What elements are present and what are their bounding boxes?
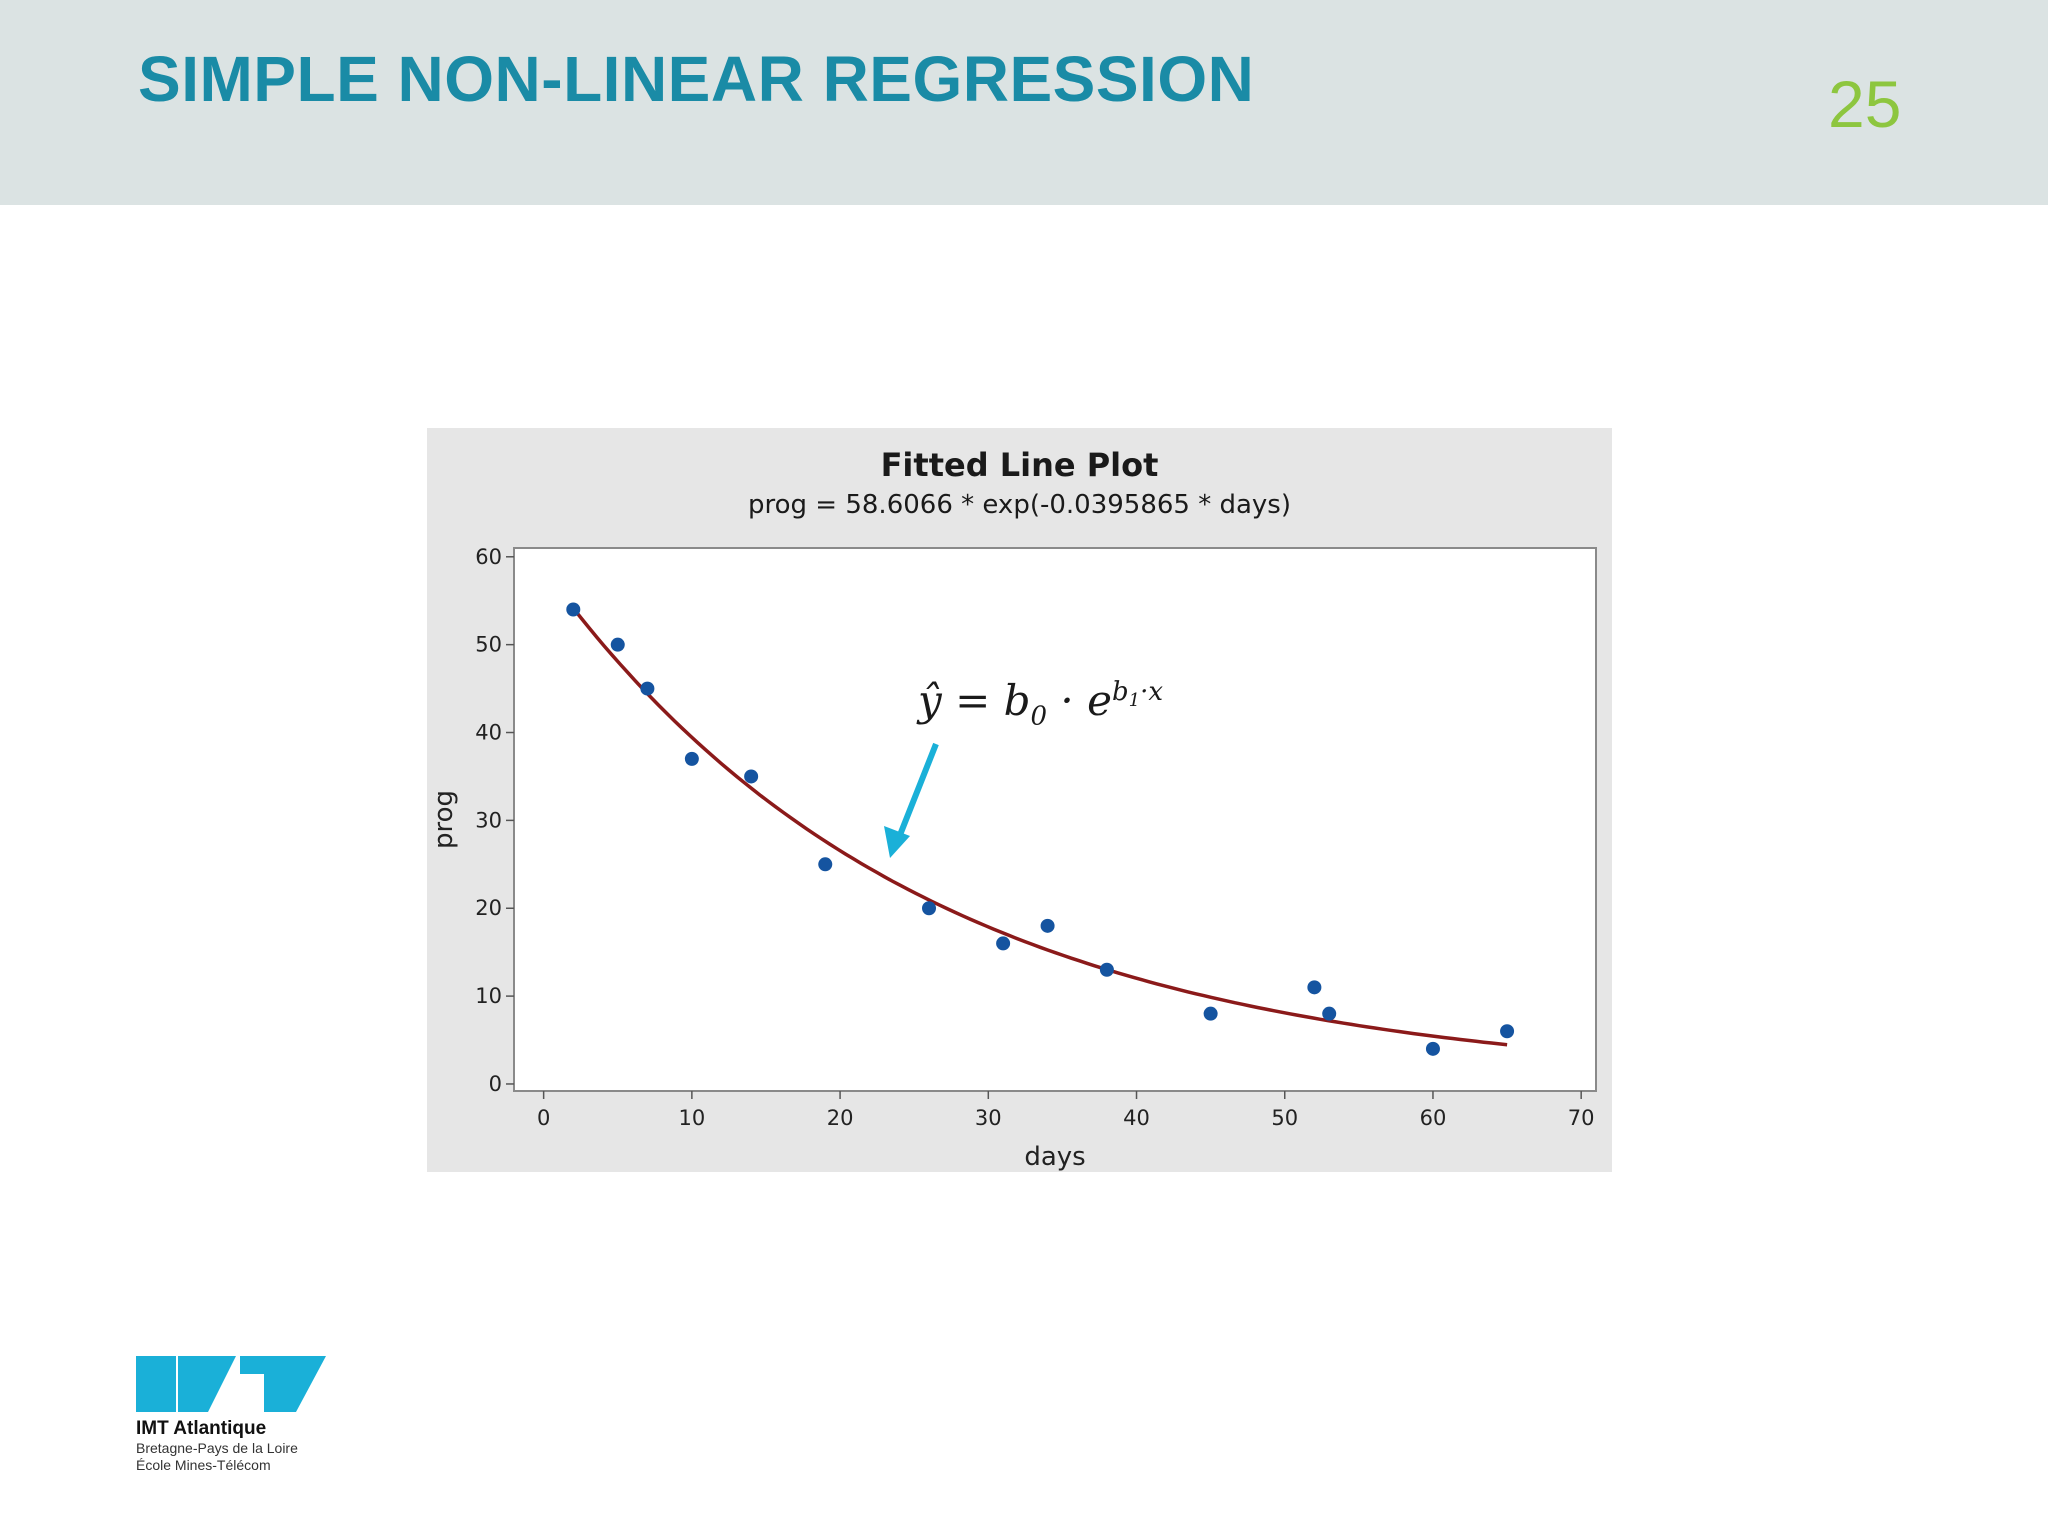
data-point [922, 901, 937, 916]
y-tick-label: 0 [489, 1072, 502, 1096]
regression-formula: ŷ = b0 · eb1·x [918, 676, 1163, 731]
data-point [1500, 1024, 1515, 1039]
x-axis-label: days [1024, 1142, 1085, 1172]
annotation-arrowhead [884, 826, 910, 858]
data-point [1307, 980, 1322, 995]
y-tick-label: 40 [475, 721, 502, 745]
fitted-line-plot-panel: Fitted Line Plot prog = 58.6066 * exp(-0… [427, 428, 1612, 1172]
y-tick-label: 30 [475, 808, 502, 832]
data-point [1203, 1006, 1218, 1021]
logo-block-left [136, 1356, 176, 1412]
formula-exponent: b1·x [1112, 677, 1164, 711]
data-point [640, 681, 655, 696]
y-axis-label: prog [429, 790, 459, 849]
annotation-arrow [895, 742, 939, 842]
x-tick-label: 30 [975, 1106, 1002, 1130]
logo-name: IMT Atlantique [136, 1418, 267, 1439]
x-tick-label: 0 [537, 1106, 550, 1130]
logo-block-right [240, 1356, 326, 1412]
data-point [566, 602, 581, 617]
header-band [0, 0, 2048, 205]
data-point [1099, 962, 1114, 977]
y-tick-label: 60 [475, 545, 502, 569]
data-point [818, 857, 833, 872]
x-tick-label: 60 [1420, 1106, 1447, 1130]
data-point [1322, 1006, 1337, 1021]
logo-block-mid [178, 1356, 236, 1412]
x-tick-label: 50 [1271, 1106, 1298, 1130]
formula-lhs: ŷ [918, 676, 942, 725]
x-tick-label: 70 [1568, 1106, 1595, 1130]
plot-frame [513, 547, 1597, 1092]
data-point [684, 751, 699, 766]
logo-line-1: Bretagne-Pays de la Loire [136, 1440, 298, 1456]
formula-exp-b: b [1112, 677, 1129, 707]
data-points-layer [566, 602, 1515, 1056]
formula-dot-e: · e [1047, 676, 1112, 725]
x-tick-label: 40 [1123, 1106, 1150, 1130]
chart-title: Fitted Line Plot [880, 446, 1159, 484]
formula-exp-x: ·x [1140, 677, 1164, 707]
data-point [610, 637, 625, 652]
logo-line-2: École Mines-Télécom [136, 1457, 271, 1473]
y-tick-label: 10 [475, 984, 502, 1008]
imt-atlantique-logo [136, 1356, 326, 1412]
formula-exp-sub-1: 1 [1128, 690, 1141, 712]
y-tick-label: 50 [475, 633, 502, 657]
slide-title: SIMPLE NON-LINEAR REGRESSION [138, 43, 1255, 115]
formula-rhs-prefix: = b [955, 676, 1031, 725]
fitted-curve [571, 607, 1508, 1047]
data-point [1425, 1041, 1440, 1056]
slide-number: 25 [1828, 67, 1902, 141]
fit-line-layer [571, 607, 1508, 1047]
chart-subtitle: prog = 58.6066 * exp(-0.0395865 * days) [748, 490, 1291, 520]
data-point [1040, 918, 1055, 933]
data-point [996, 936, 1011, 951]
data-point [744, 769, 759, 784]
formula-sub-0: 0 [1030, 701, 1048, 732]
x-tick-label: 20 [827, 1106, 854, 1130]
y-tick-label: 20 [475, 896, 502, 920]
x-tick-label: 10 [678, 1106, 705, 1130]
